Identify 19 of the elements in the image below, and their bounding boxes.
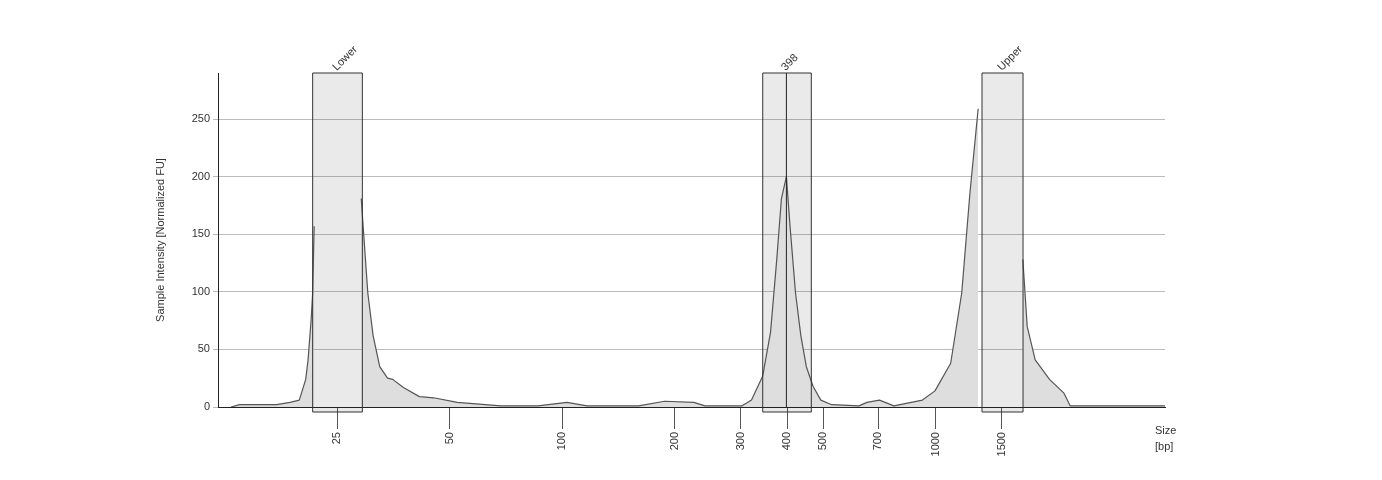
x-tick-label: 500 [816, 432, 829, 451]
y-tick-label: 150 [191, 227, 210, 240]
y-axis-title: Sample Intensity [Normalized FU] [153, 158, 166, 322]
x-tick-label: 50 [442, 432, 455, 445]
y-tick-label: 250 [191, 112, 210, 125]
x-axis-title: Size [bp] [1155, 423, 1177, 452]
y-tick-label: 200 [191, 169, 210, 182]
x-tick-label: 25 [330, 432, 343, 445]
x-tick-label: 400 [780, 432, 793, 451]
y-tick-label: 50 [197, 342, 210, 355]
x-tick-label: 100 [555, 432, 568, 451]
ref-line-label: 398 [778, 51, 800, 73]
x-tick-label: 700 [871, 432, 884, 451]
x-tick-label: 1500 [994, 432, 1007, 457]
y-tick-label: 100 [191, 284, 210, 297]
y-tick-label: 0 [203, 400, 210, 413]
x-tick-label: 300 [733, 432, 746, 451]
x-tick-label: 1000 [928, 432, 941, 457]
x-tick-label: 200 [667, 432, 680, 451]
